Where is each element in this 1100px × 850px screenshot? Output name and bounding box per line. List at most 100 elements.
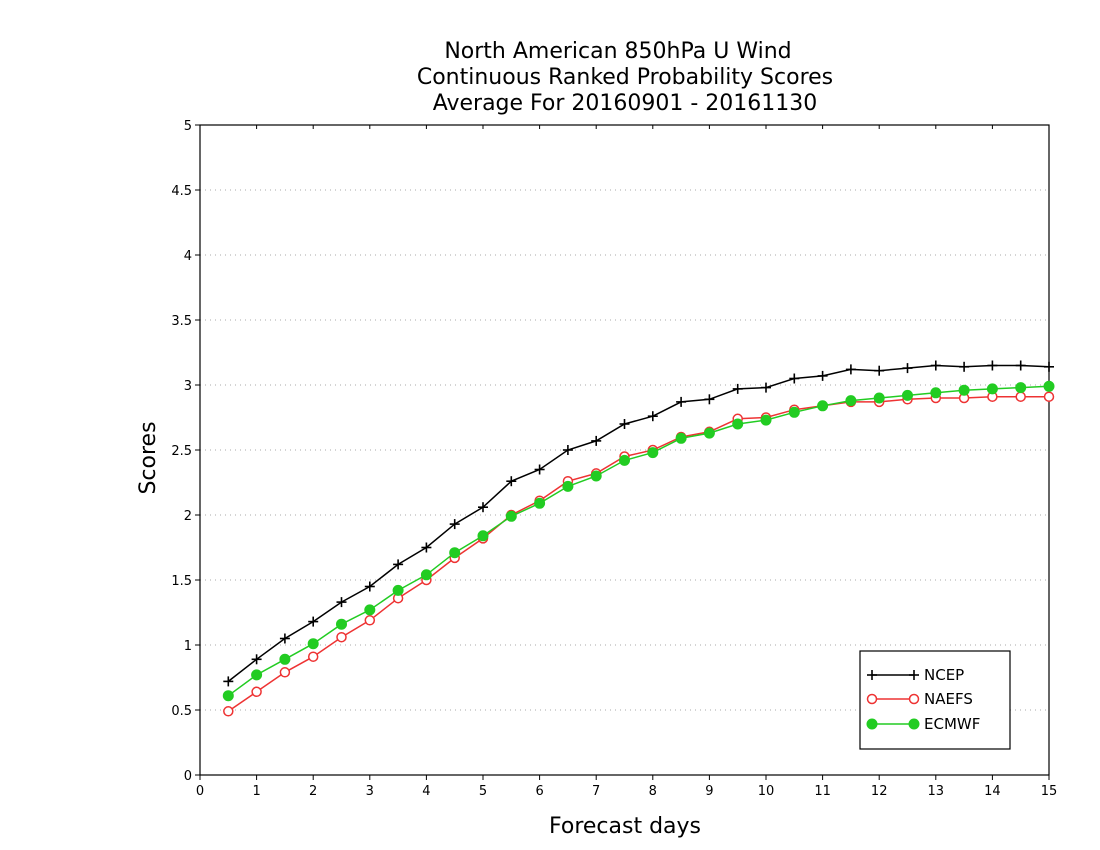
data-point <box>251 669 263 681</box>
data-point <box>1015 391 1026 402</box>
data-point <box>222 690 234 702</box>
data-point <box>562 445 573 455</box>
data-point <box>506 476 517 487</box>
data-point <box>1043 380 1055 392</box>
data-point <box>817 400 829 412</box>
data-point <box>1044 361 1054 372</box>
data-point <box>393 559 404 570</box>
y-axis-title: Scores <box>136 421 161 494</box>
x-tick-label: 2 <box>309 784 317 799</box>
data-point <box>788 406 800 418</box>
y-tick-label: 4.5 <box>171 184 192 199</box>
data-point <box>930 360 941 371</box>
data-point <box>534 497 546 509</box>
data-point <box>902 363 913 374</box>
legend-label: NCEP <box>924 666 964 684</box>
data-point <box>930 387 942 399</box>
data-point <box>874 365 885 376</box>
chart-title: North American 850hPa U Wind Continuous … <box>417 39 833 116</box>
data-point <box>591 435 602 446</box>
y-tick-label: 4 <box>184 249 192 264</box>
y-tick-label: 3.5 <box>171 314 192 329</box>
x-tick-label: 6 <box>535 784 543 799</box>
legend-item-ncep: NCEP <box>867 666 964 684</box>
grid <box>200 189 1049 711</box>
data-point <box>308 616 319 627</box>
data-point <box>590 470 602 482</box>
y-tick-label: 2 <box>184 509 192 524</box>
data-point <box>987 360 998 371</box>
data-point <box>279 653 291 665</box>
data-point <box>449 519 460 530</box>
data-point <box>866 718 878 730</box>
data-point <box>908 718 920 730</box>
series-line-ecmwf <box>227 385 1050 697</box>
x-tick-label: 8 <box>649 784 657 799</box>
series-line-ncep <box>227 364 1050 682</box>
data-point <box>909 670 919 680</box>
data-point <box>223 706 234 717</box>
data-point <box>420 569 432 581</box>
data-point <box>986 383 998 395</box>
data-point <box>364 581 375 592</box>
x-tick-label: 0 <box>196 784 204 799</box>
data-point <box>364 615 376 626</box>
data-point <box>1015 382 1027 394</box>
data-point <box>703 427 715 439</box>
x-tick-label: 3 <box>366 784 374 799</box>
data-point <box>279 667 291 678</box>
data-point <box>336 631 347 643</box>
data-point <box>449 547 461 559</box>
x-tick-label: 12 <box>871 784 888 799</box>
x-tick-label: 5 <box>479 784 487 799</box>
data-point <box>959 361 970 372</box>
data-point <box>845 395 857 407</box>
data-point <box>364 604 376 616</box>
data-point <box>760 414 772 426</box>
data-point <box>223 676 234 687</box>
x-axis-title: Forecast days <box>549 814 701 839</box>
chart-title-line-2: Continuous Ranked Probability Scores <box>417 65 833 90</box>
data-point <box>902 389 913 401</box>
y-tick-label: 2.5 <box>171 444 192 459</box>
x-tick-label: 1 <box>252 784 260 799</box>
data-point <box>817 370 828 381</box>
data-point <box>251 654 262 665</box>
data-point <box>732 418 744 430</box>
y-tick-label: 0.5 <box>171 704 192 719</box>
legend-box <box>859 650 1011 750</box>
data-point <box>534 464 545 475</box>
series-ecmwf <box>222 380 1055 702</box>
data-point <box>647 447 659 459</box>
x-tick-label: 15 <box>1041 784 1058 799</box>
x-tick-label: 14 <box>984 784 1001 799</box>
axis-ticks: 00.511.522.533.544.550 1 2 3 4 5 6 7 8 9 10 11 12 13 1… <box>171 119 1057 799</box>
y-tick-label: 3 <box>184 379 192 394</box>
data-point <box>704 394 715 405</box>
x-tick-label: 11 <box>814 784 831 799</box>
data-point <box>789 373 800 384</box>
chart-title-line-3: Average For 20160901 - 20161130 <box>433 91 818 116</box>
legend: NCEP NAEFS ECMWF <box>859 650 1011 750</box>
x-tick-label: 4 <box>422 784 430 799</box>
series-ncep <box>223 360 1054 687</box>
data-point <box>251 686 262 698</box>
data-point <box>336 618 347 630</box>
x-tick-label: 7 <box>592 784 600 799</box>
x-tick-label: 13 <box>928 784 945 799</box>
y-tick-label: 5 <box>184 119 192 134</box>
data-point <box>867 670 877 680</box>
y-tick-label: 1.5 <box>171 574 192 589</box>
data-point <box>675 432 687 444</box>
data-point <box>619 454 630 466</box>
data-point <box>866 693 878 705</box>
y-tick-label: 1 <box>184 639 192 654</box>
y-tick-label: 0 <box>184 769 192 784</box>
data-point <box>279 633 290 644</box>
legend-label: ECMWF <box>924 715 980 733</box>
x-tick-label: 10 <box>758 784 775 799</box>
legend-item-naefs: NAEFS <box>866 690 973 708</box>
series-lines <box>222 360 1055 717</box>
data-point <box>307 651 319 662</box>
